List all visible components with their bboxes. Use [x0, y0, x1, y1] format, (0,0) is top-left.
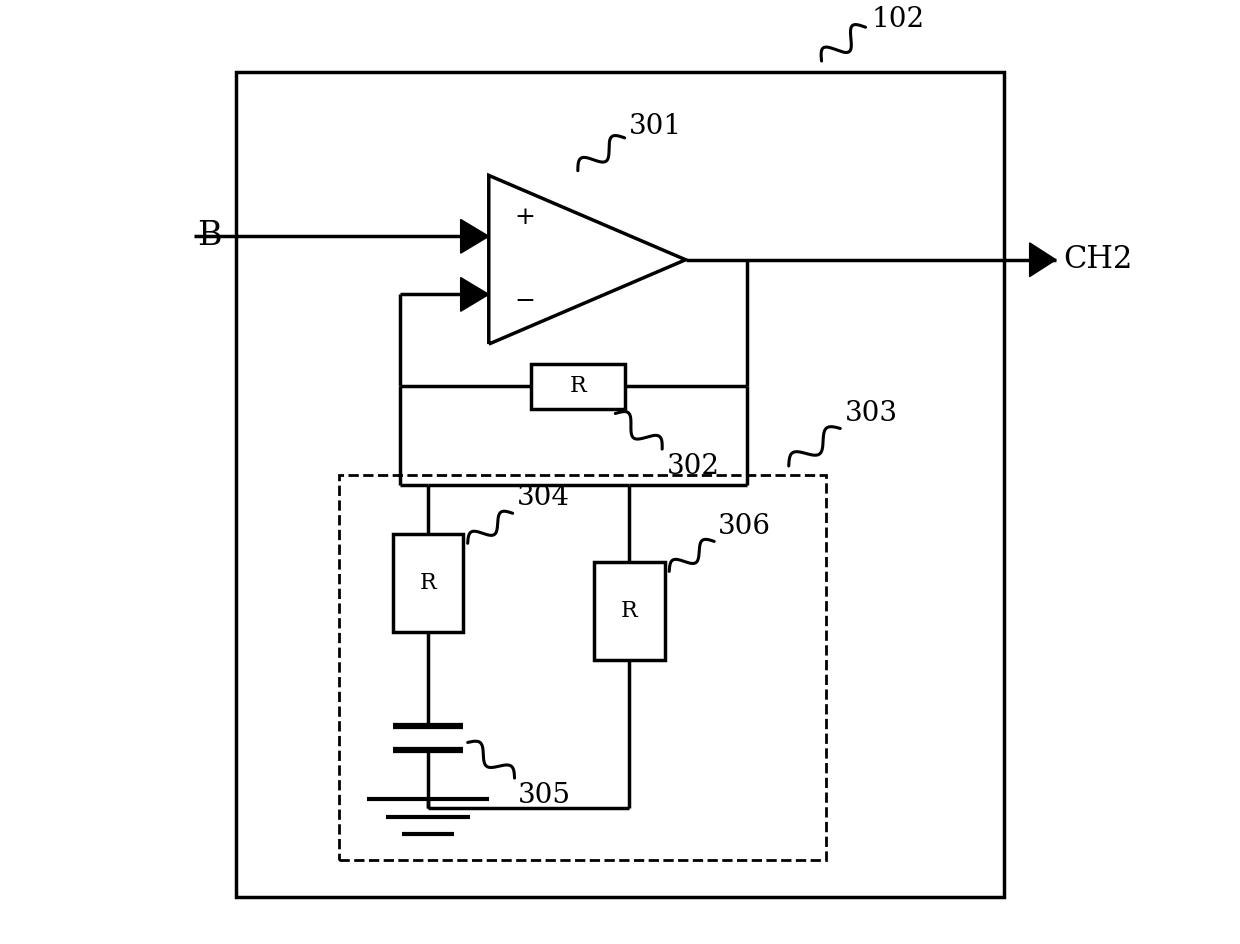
Text: 301: 301: [630, 112, 682, 140]
Text: R: R: [419, 572, 436, 594]
Text: R: R: [621, 600, 637, 622]
Text: 302: 302: [667, 453, 720, 480]
Bar: [594, 562, 665, 661]
Bar: [531, 363, 625, 409]
Text: +: +: [513, 206, 534, 229]
Text: 303: 303: [844, 399, 898, 427]
Bar: [393, 534, 463, 632]
Bar: [236, 73, 1004, 897]
Polygon shape: [460, 219, 489, 253]
Bar: [339, 476, 826, 860]
Polygon shape: [1029, 243, 1056, 277]
Text: 305: 305: [518, 782, 572, 809]
Polygon shape: [460, 278, 489, 312]
Text: −: −: [513, 291, 534, 313]
Text: CH2: CH2: [1064, 244, 1133, 276]
Text: R: R: [569, 376, 587, 397]
Text: B: B: [197, 220, 222, 252]
Text: 304: 304: [516, 484, 569, 512]
Text: 306: 306: [718, 513, 771, 540]
Text: 102: 102: [872, 6, 924, 33]
